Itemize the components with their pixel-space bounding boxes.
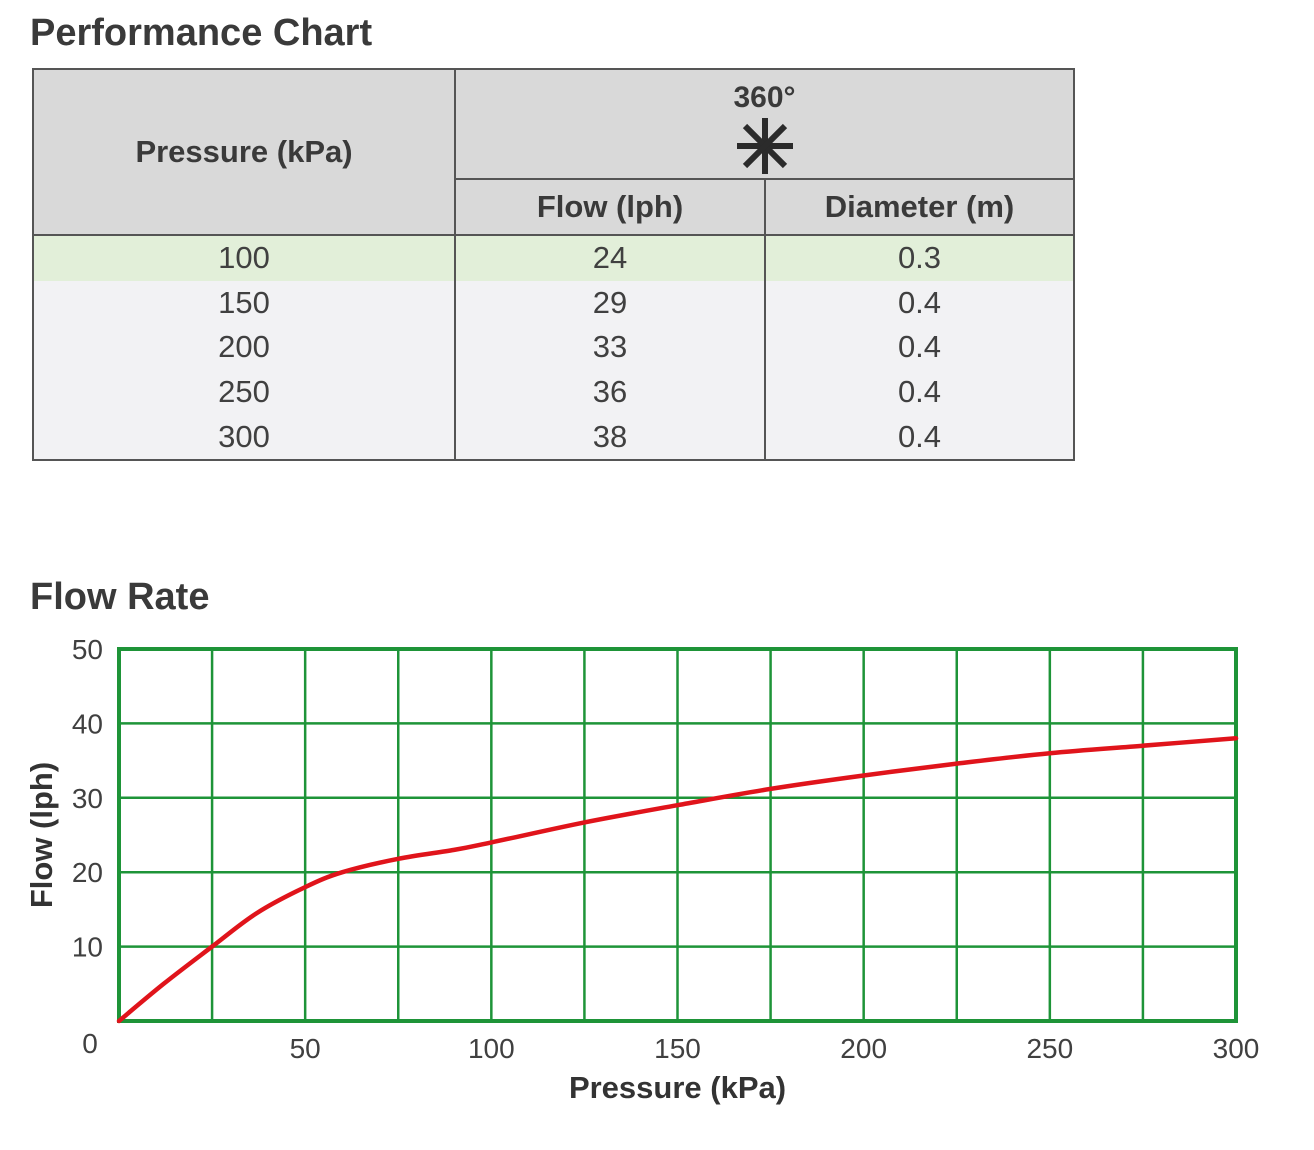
flow-cell: 33 [454, 325, 766, 370]
x-tick-label: 50 [290, 1033, 321, 1064]
asterisk-icon [736, 118, 793, 174]
diameter-cell: 0.3 [764, 235, 1075, 281]
diameter-cell: 0.4 [764, 325, 1075, 370]
table-row: 100 24 0.3 [32, 235, 1075, 281]
flow-cell: 36 [454, 369, 766, 415]
pressure-cell: 100 [32, 235, 456, 281]
plot-frame [117, 647, 1238, 1023]
y-tick-label: 40 [72, 708, 103, 739]
flow-column-header: Flow (lph) [454, 178, 766, 236]
x-tick-label: 200 [840, 1033, 887, 1064]
y-tick-label: 10 [72, 932, 103, 963]
flow-series-line [116, 736, 1239, 1024]
table-row: 200 33 0.4 [32, 325, 1075, 370]
y-tick-label: 20 [72, 857, 103, 888]
spray-pattern-header: 360° [454, 68, 1075, 180]
flow-cell: 24 [454, 235, 766, 281]
y-axis-title: Flow (lph) [24, 762, 59, 908]
x-tick-label: 250 [1026, 1033, 1073, 1064]
x-tick-label: 300 [1213, 1033, 1260, 1064]
x-tick-label: 150 [654, 1033, 701, 1064]
x-tick-label: 0 [82, 1028, 98, 1059]
performance-chart-title: Performance Chart [30, 12, 373, 54]
pressure-cell: 150 [32, 280, 456, 326]
pressure-column-header: Pressure (kPa) [32, 68, 456, 236]
y-tick-label: 30 [72, 783, 103, 814]
pressure-cell: 200 [32, 325, 456, 370]
flow-cell: 29 [454, 280, 766, 326]
x-tick-label: 100 [468, 1033, 515, 1064]
pressure-cell: 250 [32, 369, 456, 415]
table-row: 300 38 0.4 [32, 414, 1075, 461]
x-axis-title: Pressure (kPa) [569, 1070, 786, 1105]
diameter-column-header: Diameter (m) [764, 178, 1075, 236]
y-tick-label: 50 [72, 634, 103, 665]
diameter-cell: 0.4 [764, 369, 1075, 415]
diameter-cell: 0.4 [764, 414, 1075, 461]
table-row: 150 29 0.4 [32, 280, 1075, 326]
spray-angle-label: 360° [733, 81, 796, 114]
flow-cell: 38 [454, 414, 766, 461]
performance-table: Pressure (kPa) 360° Flow (lph) Diameter … [32, 68, 1075, 461]
pressure-cell: 300 [32, 414, 456, 461]
diameter-cell: 0.4 [764, 280, 1075, 326]
flow-rate-title: Flow Rate [30, 576, 210, 618]
table-row: 250 36 0.4 [32, 369, 1075, 415]
